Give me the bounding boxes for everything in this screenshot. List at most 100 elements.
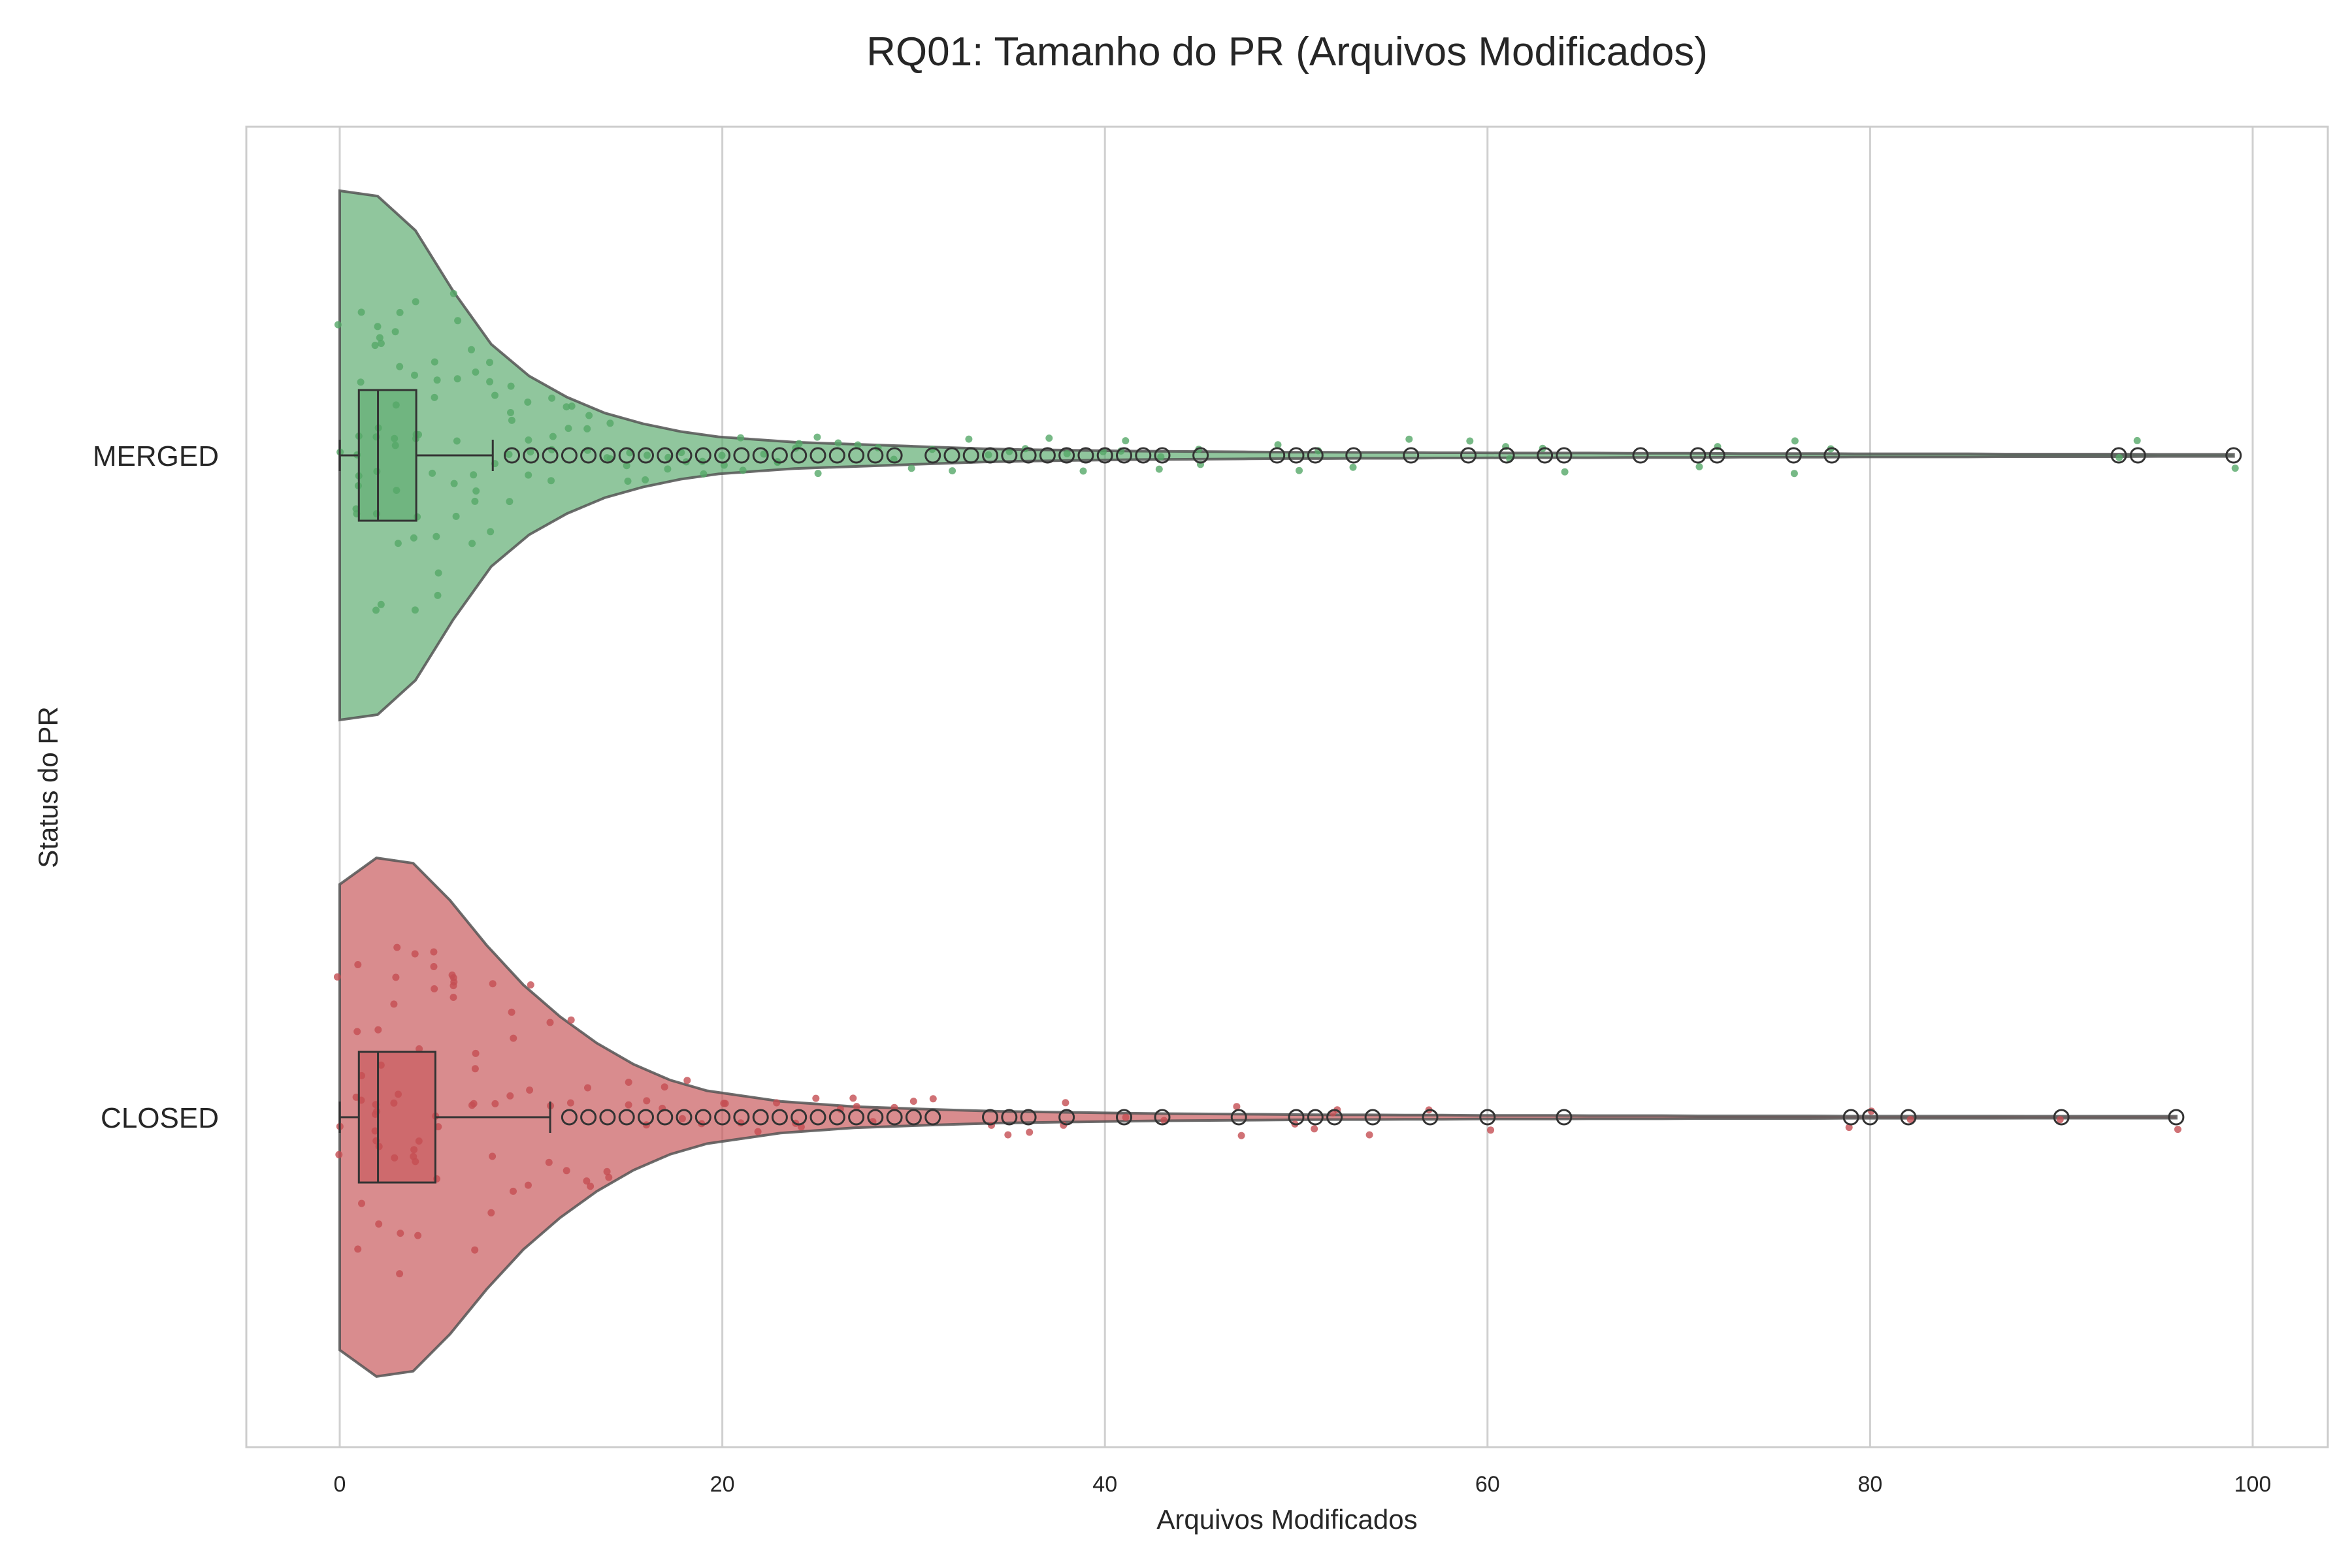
outlier-marker xyxy=(2225,447,2242,464)
strip-point xyxy=(1062,1099,1070,1107)
strip-point xyxy=(449,289,457,297)
strip-point xyxy=(566,1099,574,1107)
outlier-marker xyxy=(1632,447,1649,464)
outlier-marker xyxy=(714,447,731,464)
strip-point xyxy=(396,308,404,316)
strip-point xyxy=(623,462,630,470)
outlier-marker xyxy=(848,1109,865,1126)
strip-point xyxy=(1160,1117,1168,1124)
strip-point xyxy=(525,1181,532,1189)
strip-point xyxy=(849,1094,857,1102)
strip-point xyxy=(510,1187,517,1195)
strip-point xyxy=(739,466,747,474)
strip-point xyxy=(1045,434,1053,442)
outlier-marker xyxy=(580,447,597,464)
strip-point xyxy=(2056,1116,2064,1124)
strip-point xyxy=(433,532,440,540)
outlier-marker xyxy=(1096,447,1113,464)
strip-point xyxy=(453,437,461,445)
strip-point xyxy=(510,1034,517,1042)
strip-point xyxy=(545,1158,553,1166)
strip-point xyxy=(929,1095,937,1103)
strip-point xyxy=(371,342,379,350)
strip-point xyxy=(374,1026,382,1034)
outlier-marker xyxy=(1537,447,1554,464)
category-label: MERGED xyxy=(93,440,219,472)
outlier-marker xyxy=(1192,447,1209,464)
x-tick-label: 20 xyxy=(710,1472,735,1497)
strip-point xyxy=(644,451,651,459)
strip-point xyxy=(472,368,480,376)
outlier-marker xyxy=(523,447,540,464)
strip-point xyxy=(448,972,456,979)
outlier-marker xyxy=(1020,447,1037,464)
strip-point xyxy=(392,973,400,981)
outlier-marker xyxy=(1556,447,1573,464)
strip-point xyxy=(1026,1128,1034,1136)
strip-point xyxy=(567,1016,575,1024)
outlier-marker xyxy=(1001,1109,1018,1126)
outlier-marker xyxy=(618,447,635,464)
strip-point xyxy=(1122,437,1130,445)
strip-point xyxy=(890,455,898,463)
strip-point xyxy=(431,985,438,992)
strip-point xyxy=(431,358,438,366)
strip-point xyxy=(1790,470,1798,478)
strip-point xyxy=(507,409,514,416)
outlier-marker xyxy=(1785,447,1802,464)
strip-point xyxy=(1005,448,1013,455)
strip-point xyxy=(471,1065,479,1073)
outlier-marker xyxy=(924,447,941,464)
strip-point xyxy=(396,363,404,370)
strip-point xyxy=(1157,453,1165,461)
strip-point xyxy=(1296,466,1303,474)
strip-point xyxy=(416,1045,423,1053)
strip-point xyxy=(814,470,822,478)
strip-point xyxy=(391,328,399,336)
outlier-marker xyxy=(848,447,865,464)
strip-point xyxy=(431,393,438,401)
strip-point xyxy=(468,540,476,547)
strip-point xyxy=(760,450,768,458)
strip-point xyxy=(487,1209,495,1217)
strip-point xyxy=(412,298,419,306)
outlier-marker xyxy=(599,1109,616,1126)
strip-point xyxy=(452,512,460,520)
strip-point xyxy=(546,1019,554,1026)
strip-point xyxy=(909,1098,917,1105)
strip-point xyxy=(433,376,441,384)
strip-point xyxy=(527,981,534,988)
strip-point xyxy=(377,340,385,348)
strip-point xyxy=(471,1246,479,1254)
outlier-marker xyxy=(733,1109,750,1126)
outlier-marker xyxy=(1077,447,1094,464)
x-tick-label: 80 xyxy=(1857,1472,1882,1497)
outlier-marker xyxy=(1326,1109,1343,1126)
strip-point xyxy=(334,321,342,329)
strip-point xyxy=(664,465,672,473)
strip-point xyxy=(700,470,708,478)
outlier-marker xyxy=(828,1109,845,1126)
outlier-marker xyxy=(657,447,674,464)
outlier-marker xyxy=(2168,1109,2185,1126)
outlier-marker xyxy=(733,447,750,464)
outlier-marker xyxy=(694,447,711,464)
strip-point xyxy=(372,606,380,614)
strip-point xyxy=(854,441,862,449)
strip-point xyxy=(434,569,442,577)
violin-merged xyxy=(338,189,2235,722)
strip-point xyxy=(449,994,457,1001)
strip-point xyxy=(1274,441,1282,449)
outlier-marker xyxy=(1135,447,1152,464)
strip-point xyxy=(583,425,591,433)
y-category-labels: MERGED CLOSED xyxy=(93,440,219,1134)
outlier-marker xyxy=(962,447,979,464)
outlier-marker xyxy=(982,447,998,464)
strip-point xyxy=(2115,453,2123,461)
strip-point xyxy=(411,950,419,958)
outlier-marker xyxy=(1823,447,1840,464)
outlier-marker xyxy=(1269,447,1286,464)
strip-point xyxy=(773,1099,781,1107)
box-plots xyxy=(338,389,551,1184)
strip-point xyxy=(547,477,555,485)
